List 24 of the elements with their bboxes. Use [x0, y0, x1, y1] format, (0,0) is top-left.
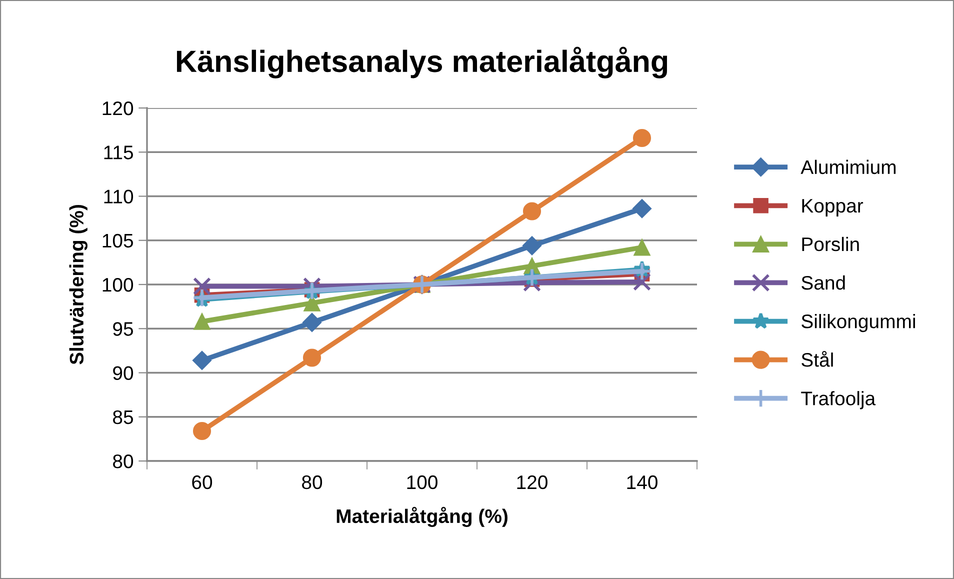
legend-label: Trafoolja	[801, 391, 876, 410]
y-axis-title: Slutvärdering (%)	[69, 204, 88, 364]
y-tick-label: 110	[104, 190, 134, 204]
chart-title: Känslighetsanalys materialåtgång	[176, 46, 668, 78]
y-tick-label: 85	[113, 410, 133, 424]
y-tick-label: 120	[102, 101, 134, 116]
legend-label: Koppar	[802, 199, 864, 216]
x-tick-label: 100	[407, 475, 438, 490]
legend-label: Sand	[802, 275, 845, 290]
y-tick-label: 90	[113, 366, 134, 380]
x-tick-label: 120	[517, 475, 548, 490]
y-tick-label: 115	[104, 146, 133, 160]
legend-label: Silikongummi	[802, 314, 915, 332]
x-axis-title: Materialåtgång (%)	[336, 506, 508, 528]
x-tick-label: 140	[627, 475, 658, 490]
y-tick-label: 80	[113, 454, 134, 468]
y-tick-label: 100	[102, 278, 134, 292]
legend-label: Alumimium	[800, 160, 896, 174]
x-tick-label: 60	[192, 475, 212, 490]
legend-label: Porslin	[802, 236, 859, 252]
y-tick-label: 105	[102, 234, 133, 248]
x-tick-label: 80	[302, 475, 322, 490]
y-tick-label: 95	[113, 322, 133, 336]
legend-label: Stål	[802, 350, 833, 367]
